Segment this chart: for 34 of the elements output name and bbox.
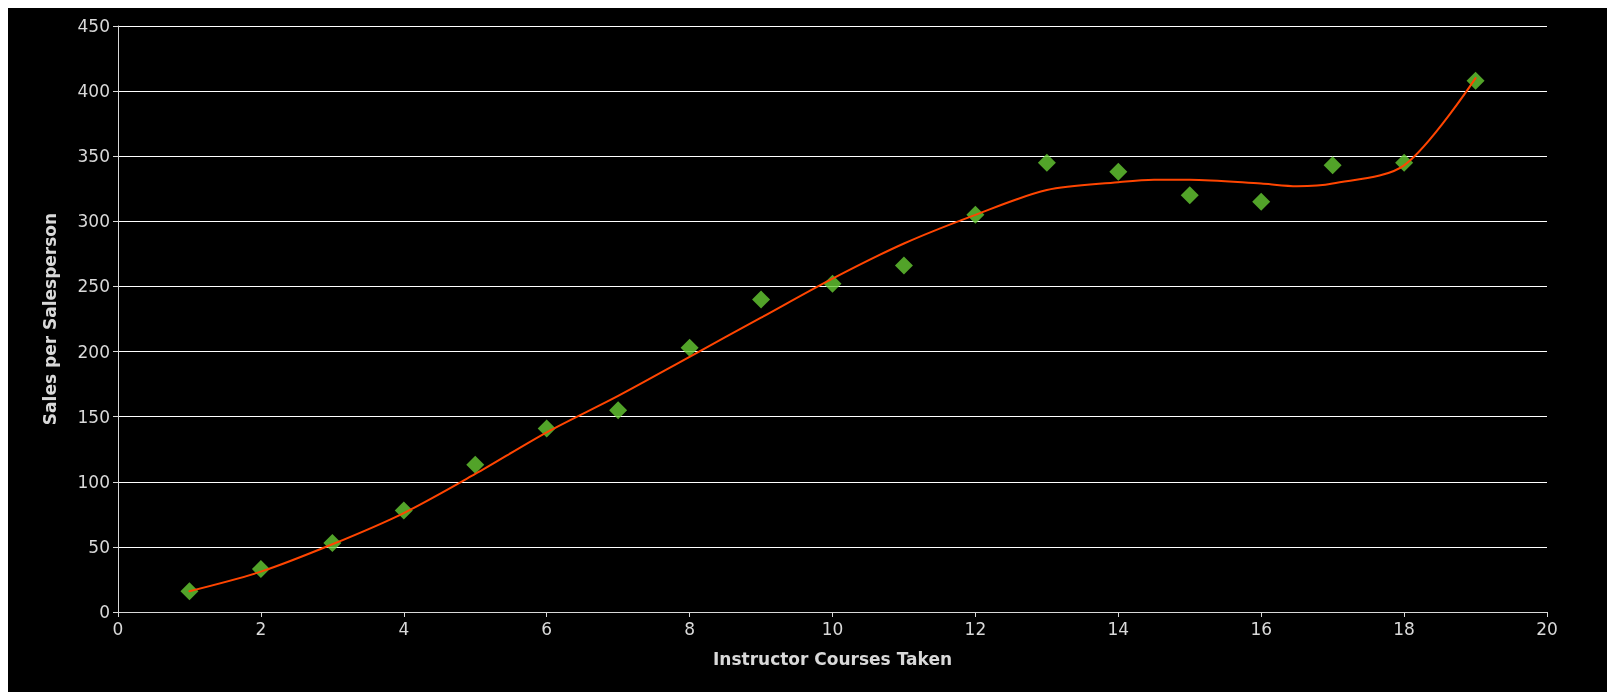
x-tick-label: 6 <box>541 618 553 639</box>
point <box>680 338 699 357</box>
point <box>1180 186 1199 205</box>
y-tick-label: 450 <box>77 16 110 36</box>
y-tick-label: 350 <box>77 146 110 167</box>
point <box>1037 153 1056 172</box>
y-tick-label: 250 <box>77 276 110 297</box>
y-tick-label: 50 <box>88 536 110 557</box>
x-tick-label: 12 <box>964 618 987 639</box>
x-tick-label: 18 <box>1393 618 1415 639</box>
x-axis-title: Instructor Courses Taken <box>712 648 953 669</box>
point <box>1109 162 1128 181</box>
x-tick-label: 10 <box>821 618 844 639</box>
point <box>1252 192 1271 211</box>
x-tick-label: 14 <box>1107 618 1130 639</box>
x-tick-label: 4 <box>398 618 410 639</box>
x-tick-label: 8 <box>684 618 696 639</box>
point <box>609 401 628 420</box>
y-tick-label: 100 <box>77 471 110 492</box>
point <box>894 256 913 275</box>
x-tick-label: 0 <box>112 618 124 639</box>
y-tick-label: 0 <box>99 602 110 622</box>
x-tick-label: 16 <box>1250 618 1273 639</box>
point <box>752 290 771 309</box>
y-tick-label: 150 <box>77 406 110 427</box>
y-tick-label: 400 <box>77 81 110 102</box>
point <box>466 455 485 474</box>
y-tick-label: 200 <box>77 341 110 362</box>
y-axis-title: Sales per Salesperson <box>39 212 60 426</box>
y-tick-label: 300 <box>77 211 110 232</box>
point <box>180 582 199 601</box>
x-tick-label: 2 <box>255 618 267 639</box>
x-tick-label: 20 <box>1536 618 1558 639</box>
point <box>1323 156 1342 175</box>
